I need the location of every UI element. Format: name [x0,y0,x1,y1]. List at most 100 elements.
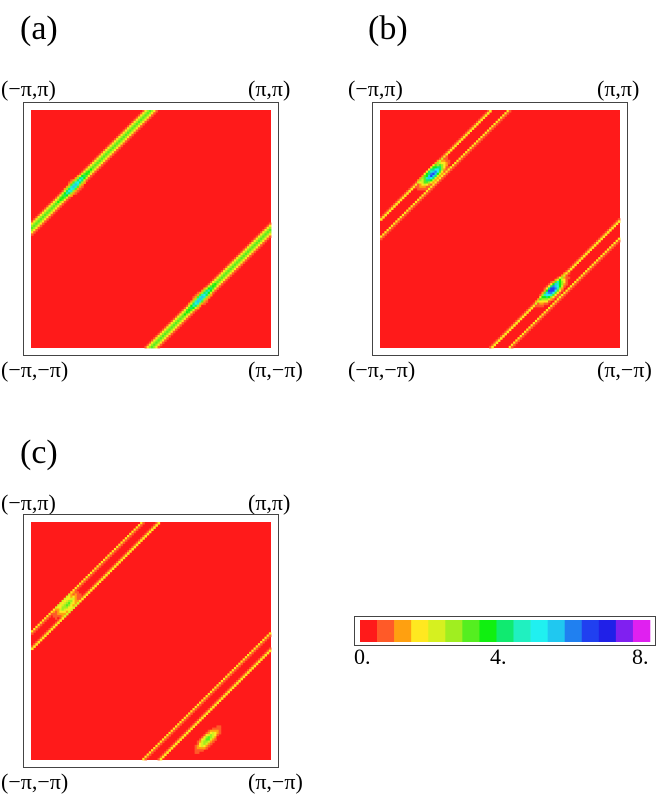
heatmap-cell [122,142,126,146]
heatmap-cell [61,196,65,200]
heatmap-cell [65,198,69,202]
heatmap-cell [233,261,237,265]
heatmap-cell [76,183,80,187]
heatmap-cell [41,636,45,640]
heatmap-cell [395,203,398,206]
heatmap-cell [473,142,477,146]
heatmap-cell [57,617,60,620]
heatmap-cell [135,543,139,547]
heatmap-cell [565,272,569,275]
heatmap-cell [35,625,38,629]
heatmap-cell [231,669,235,672]
heatmap-cell [100,560,104,564]
heatmap-cell [388,226,392,230]
heatmap-cell [131,545,134,549]
heatmap-cell [100,157,104,161]
heatmap-cell [421,177,425,180]
heatmap-cell [46,213,49,217]
heatmap-cell [135,116,139,120]
heatmap-cell [438,159,442,163]
heatmap-cell [199,289,202,293]
heatmap-cell [500,116,503,120]
heatmap-cell [76,177,80,180]
heatmap-cell [35,226,38,230]
heatmap-cell [397,220,401,223]
heatmap-cell [33,224,36,228]
heatmap-cell [48,612,52,616]
heatmap-cell [225,278,228,282]
heatmap-cell [519,337,523,340]
heatmap-cell [530,324,534,327]
heatmap-cell [33,229,36,232]
heatmap-cell [161,341,165,345]
heatmap-cell [146,114,150,117]
heatmap-cell [231,270,235,273]
heatmap-cell [382,213,385,217]
heatmap-cell [52,608,56,612]
heatmap-cell [46,615,49,618]
heatmap-cell [404,192,407,195]
heatmap-cell [52,198,56,202]
heatmap-cell [94,569,97,573]
heatmap-cell [98,155,102,158]
heatmap-cell [155,747,158,750]
heatmap-cell [563,274,566,277]
heatmap-cell [98,164,102,167]
heatmap-cell [181,734,185,737]
heatmap-cell [558,296,562,299]
heatmap-cell [74,586,78,590]
heatmap-cell [157,332,161,336]
heatmap-cell [240,675,244,679]
heatmap-cell [39,621,43,625]
heatmap-cell [185,729,189,733]
heatmap-cell [209,742,213,746]
heatmap-cell [55,207,58,210]
heatmap-cell [164,326,167,329]
heatmap-cell [131,547,134,551]
heatmap-cell [164,335,167,338]
heatmap-cell [554,283,558,286]
heatmap-cell [249,252,252,256]
heatmap-cell [46,209,49,213]
heatmap-cell [41,222,45,226]
heatmap-cell [264,638,268,642]
heatmap-cell [164,332,167,336]
heatmap-cell [556,298,560,301]
heatmap-cell [441,177,444,180]
heatmap-cell [203,699,206,702]
heatmap-cell [63,606,67,609]
heatmap-cell [223,280,226,284]
heatmap-cell [59,196,62,200]
heatmap-cell [179,315,182,319]
heatmap-cell [170,324,174,327]
heatmap-cell [205,742,209,746]
heatmap-cell [161,738,165,741]
heatmap-cell [249,241,252,245]
heatmap-cell [434,177,438,180]
heatmap-cell [430,187,433,191]
heatmap-cell [471,127,475,130]
heatmap-cell [52,211,56,215]
heatmap-cell [253,239,257,243]
heatmap-cell [111,146,115,150]
heatmap-cell [399,196,403,200]
heatmap-cell [589,246,593,249]
heatmap-cell [212,283,215,286]
heatmap-cell [238,252,241,256]
heatmap-cell [264,237,268,241]
heatmap-cell [48,615,52,618]
heatmap-cell [199,293,202,297]
heatmap-cell [87,576,91,579]
heatmap-cell [417,183,420,187]
heatmap-cell [124,554,128,558]
heatmap-cell [565,280,569,284]
heatmap-cell [236,664,239,668]
heatmap-cell [103,153,106,156]
heatmap-cell [264,229,268,232]
heatmap-cell [414,183,418,187]
heatmap-cell [233,666,237,670]
heatmap-cell [593,261,597,265]
heatmap-cell [185,315,189,319]
heatmap-cell [201,291,204,295]
heatmap-cell [92,168,95,171]
